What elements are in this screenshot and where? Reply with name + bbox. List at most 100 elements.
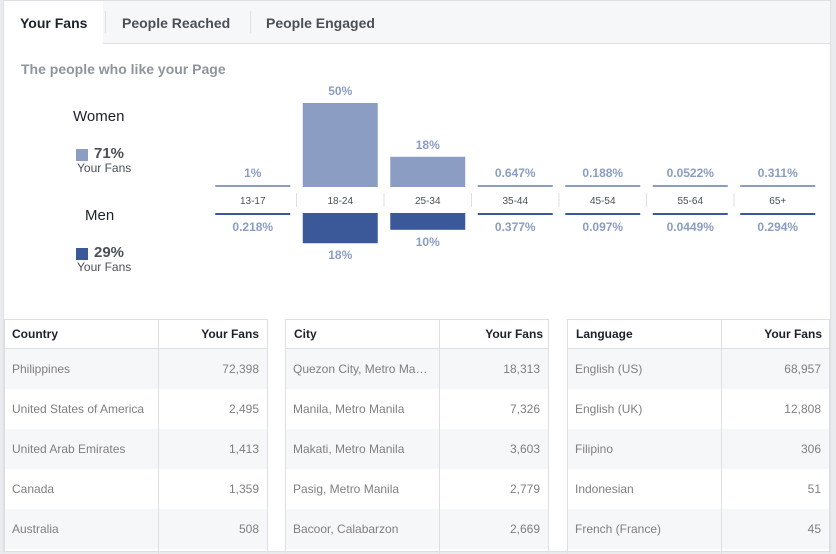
men-bar <box>302 213 378 244</box>
women-bar <box>390 156 466 187</box>
men-label: Men <box>85 207 115 224</box>
insights-panel: Your Fans People Reached People Engaged … <box>3 0 831 554</box>
men-bar <box>215 213 291 215</box>
age-tick-label: 35-44 <box>502 196 528 207</box>
tab-your-fans[interactable]: Your Fans <box>4 1 104 44</box>
tab-divider <box>250 11 251 33</box>
age-tick-label: 18-24 <box>327 196 353 207</box>
table-row: Filipino 306 <box>568 429 829 469</box>
women-bar <box>302 103 378 187</box>
table-row: French (France) 45 <box>568 509 829 549</box>
language-header[interactable]: Language <box>576 327 633 341</box>
women-fans-label: Your Fans <box>77 161 132 175</box>
tab-people-engaged[interactable]: People Engaged <box>266 15 375 31</box>
row-name: United States of America <box>12 402 145 416</box>
table-row: Bacoor, Calabarzon 2,669 <box>286 509 548 549</box>
men-bar <box>565 213 641 215</box>
women-value-label: 18% <box>416 138 440 152</box>
women-value-label: 1% <box>244 166 262 180</box>
women-bar <box>477 185 553 187</box>
women-value-label: 0.0522% <box>667 166 715 180</box>
tab-bar: Your Fans People Reached People Engaged <box>4 1 830 44</box>
tab-people-reached[interactable]: People Reached <box>122 15 231 31</box>
row-value: 3,603 <box>509 442 540 456</box>
country-fans-header[interactable]: Your Fans <box>201 327 259 341</box>
women-value-label: 0.647% <box>495 166 536 180</box>
row-value: 2,669 <box>509 522 540 536</box>
row-value: 18,313 <box>503 362 540 376</box>
table-row: English (UK) 12,808 <box>568 389 829 429</box>
women-percent: 71% <box>94 145 125 162</box>
women-value-label: 50% <box>328 84 352 98</box>
row-name: English (US) <box>575 362 643 376</box>
row-value: 306 <box>800 442 821 456</box>
tab-divider <box>105 11 106 33</box>
men-value-label: 0.218% <box>232 220 273 234</box>
row-name: Filipino <box>575 442 614 456</box>
men-value-label: 0.097% <box>582 220 623 234</box>
men-value-label: 0.377% <box>495 220 536 234</box>
women-value-label: 0.311% <box>758 166 798 180</box>
header-divider <box>568 348 829 349</box>
age-tick-label: 25-34 <box>415 196 441 207</box>
row-value: 68,957 <box>784 362 821 376</box>
country-table: Country Your Fans Philippines 72,398 Unite… <box>4 319 268 554</box>
row-name: United Arab Emirates <box>12 442 126 456</box>
women-bar <box>740 185 816 187</box>
table-row: Quezon City, Metro Manila 18,313 <box>286 349 548 389</box>
row-name: Indonesian <box>575 482 634 496</box>
row-name: Makati, Metro Manila <box>293 442 405 456</box>
women-label: Women <box>73 108 125 125</box>
column-divider <box>158 320 159 554</box>
men-value-label: 10% <box>416 235 440 249</box>
table-row: Pasig, Metro Manila 2,779 <box>286 469 548 509</box>
men-bar <box>477 213 553 215</box>
men-fans-label: Your Fans <box>77 260 132 274</box>
table-row: Philippines 72,398 <box>5 349 267 389</box>
header-divider <box>286 348 548 349</box>
country-header[interactable]: Country <box>12 327 58 341</box>
row-value: 1,413 <box>228 442 259 456</box>
row-name: French (France) <box>575 522 662 536</box>
men-bar <box>740 213 816 215</box>
column-divider <box>439 320 440 554</box>
table-row: Australia 508 <box>5 509 267 549</box>
table-row: United Arab Emirates 1,413 <box>5 429 267 469</box>
table-row: Makati, Metro Manila 3,603 <box>286 429 548 469</box>
language-table: Language Your Fans English (US) 68,957 Eng… <box>567 319 830 554</box>
city-fans-header[interactable]: Your Fans <box>485 327 543 341</box>
city-header[interactable]: City <box>294 327 317 341</box>
age-tick-label: 13-17 <box>240 196 266 207</box>
women-bar <box>215 185 291 187</box>
age-tick-label: 55-64 <box>677 196 703 207</box>
row-value: 12,808 <box>784 402 821 416</box>
axis-band <box>209 187 824 213</box>
column-divider <box>721 320 722 554</box>
table-row: Manila, Metro Manila 7,326 <box>286 389 548 429</box>
table-row: English (US) 68,957 <box>568 349 829 389</box>
men-bar <box>652 213 728 215</box>
row-value: 508 <box>238 522 259 536</box>
women-bar <box>652 185 728 187</box>
city-table: City Your Fans Quezon City, Metro Manila… <box>285 319 549 554</box>
age-tick-label: 45-54 <box>590 196 616 207</box>
row-value: 2,495 <box>228 402 259 416</box>
row-value: 45 <box>807 522 821 536</box>
men-value-label: 0.294% <box>757 220 798 234</box>
row-name: Bacoor, Calabarzon <box>293 522 399 536</box>
row-name: Philippines <box>12 362 71 376</box>
age-gender-chart: 1% 0.218% 13-17 50% 18% 18-24 18% 10% 25-34 0.647… <box>209 84 824 262</box>
men-swatch <box>76 248 88 260</box>
row-name: Canada <box>12 482 55 496</box>
row-value: 1,359 <box>228 482 259 496</box>
row-value: 51 <box>807 482 821 496</box>
women-bar <box>565 185 641 187</box>
women-value-label: 0.188% <box>582 166 623 180</box>
men-bar <box>390 213 466 230</box>
table-row: Canada 1,359 <box>5 469 267 509</box>
row-value: 72,398 <box>222 362 259 376</box>
row-name: Manila, Metro Manila <box>293 402 405 416</box>
men-value-label: 18% <box>328 248 352 262</box>
header-divider <box>5 348 267 349</box>
language-fans-header[interactable]: Your Fans <box>764 327 822 341</box>
